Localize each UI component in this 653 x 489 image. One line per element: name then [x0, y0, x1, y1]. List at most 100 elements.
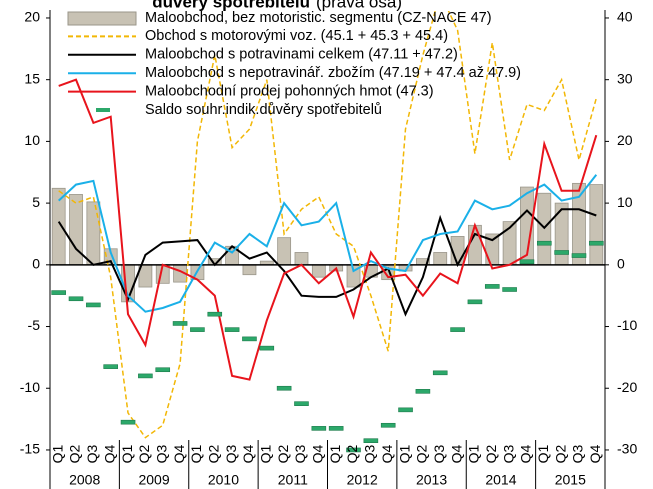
- y2-tick-label: 40: [617, 9, 633, 25]
- x-tick-label: Q1: [49, 444, 65, 463]
- x-tick-label: Q3: [362, 444, 378, 463]
- marker: [519, 259, 535, 265]
- x-tick-label: Q1: [535, 444, 551, 463]
- x-tick-label: Q4: [240, 444, 256, 463]
- bar: [294, 252, 309, 266]
- legend-label: Saldo souhr.indik.důvěry spotřebitelů: [145, 102, 382, 118]
- x-tick-label: Q2: [483, 444, 499, 463]
- x-tick-label: Q4: [379, 444, 395, 463]
- y2-tick-label: -20: [617, 379, 637, 395]
- line: [57, 208, 597, 317]
- year-label: 2008: [69, 472, 100, 488]
- marker: [380, 422, 396, 428]
- year-label: 2013: [416, 472, 447, 488]
- y2-tick-label: 10: [617, 194, 633, 210]
- year-label: 2014: [485, 472, 516, 488]
- x-tick-label: Q1: [258, 444, 274, 463]
- y-tick-label: -10: [20, 379, 40, 395]
- y-tick-label: 10: [24, 132, 40, 148]
- x-tick-label: Q1: [188, 444, 204, 463]
- legend-label: Maloobchod s potravinami celkem (47.11 +…: [145, 47, 458, 63]
- marker: [172, 321, 188, 326]
- x-tick-label: Q3: [84, 444, 100, 463]
- bar: [86, 201, 101, 266]
- marker: [259, 345, 275, 351]
- marker: [467, 299, 483, 305]
- year-label: 2011: [278, 472, 308, 488]
- bar: [311, 264, 326, 278]
- x-tick-label: Q3: [431, 444, 447, 463]
- marker: [536, 240, 552, 246]
- x-tick-label: Q3: [153, 444, 169, 463]
- marker: [86, 302, 101, 308]
- bar: [433, 252, 448, 266]
- y2-tick-label: 0: [617, 256, 625, 272]
- y2-tick-label: 20: [617, 132, 633, 148]
- chart-subtitle: (pravá osa): [316, 0, 402, 11]
- chart-title: důvěry spotřebitelů: [152, 0, 310, 11]
- marker: [242, 336, 257, 342]
- x-tick-label: Q2: [414, 444, 430, 463]
- marker: [294, 401, 309, 406]
- marker: [103, 364, 119, 369]
- x-tick-label: Q3: [570, 444, 586, 463]
- y2-tick-label: -10: [617, 317, 637, 333]
- marker: [484, 284, 500, 289]
- bar: [589, 184, 604, 266]
- marker: [450, 327, 465, 332]
- y-tick-label: -5: [28, 317, 41, 333]
- x-tick-label: Q4: [518, 444, 534, 463]
- marker: [589, 240, 604, 246]
- marker: [571, 253, 587, 258]
- line: [58, 11, 598, 439]
- legend-label: Maloobchod, bez motoristic. segmentu (CZ…: [145, 10, 492, 26]
- marker: [311, 426, 327, 431]
- x-tick-label: Q1: [119, 444, 135, 463]
- marker: [502, 287, 517, 292]
- legend-label: Obchod s motorovými voz. (45.1 + 45.3 + …: [145, 28, 448, 44]
- marker: [155, 367, 171, 373]
- y-tick-label: 5: [32, 194, 40, 210]
- bar: [242, 264, 257, 276]
- x-tick-label: Q3: [223, 444, 239, 463]
- marker: [276, 385, 292, 391]
- legend-label: Maloobchod s nepotravinář. zbožím (47.19…: [145, 65, 521, 81]
- x-tick-label: Q1: [466, 444, 482, 463]
- y2-tick-label: 30: [617, 70, 633, 86]
- year-label: 2012: [347, 472, 378, 488]
- x-tick-label: Q1: [396, 444, 412, 463]
- line: [58, 174, 598, 313]
- marker: [432, 370, 448, 376]
- plot-area: [50, 11, 605, 453]
- y-tick-label: 0: [32, 256, 40, 272]
- marker: [346, 447, 361, 453]
- marker: [554, 250, 569, 255]
- line: [58, 78, 598, 381]
- y-tick-label: -15: [20, 441, 40, 457]
- x-tick-label: Q2: [67, 444, 83, 463]
- x-tick-label: Q3: [292, 444, 308, 463]
- x-tick-label: Q3: [500, 444, 516, 463]
- marker: [398, 407, 413, 413]
- x-tick-label: Q2: [344, 444, 360, 463]
- marker: [328, 426, 344, 431]
- x-tick-label: Q2: [552, 444, 568, 463]
- bar: [468, 224, 482, 266]
- year-label: 2009: [138, 472, 169, 488]
- bar: [277, 237, 292, 266]
- y-tick-label: 20: [24, 9, 40, 25]
- legend: Maloobchod, bez motoristic. segmentu (CZ…: [67, 10, 521, 118]
- legend-label: Maloobchodní prodej pohonných hmot (47.3…: [145, 83, 434, 99]
- y2-tick-label: -30: [617, 441, 637, 457]
- x-tick-label: Q2: [275, 444, 291, 463]
- x-tick-label: Q2: [136, 444, 152, 463]
- year-label: 2010: [208, 472, 239, 488]
- marker: [363, 438, 379, 444]
- marker: [224, 327, 240, 332]
- x-tick-label: Q4: [448, 444, 464, 463]
- y-tick-label: 15: [24, 70, 40, 86]
- x-tick-label: Q4: [101, 444, 117, 463]
